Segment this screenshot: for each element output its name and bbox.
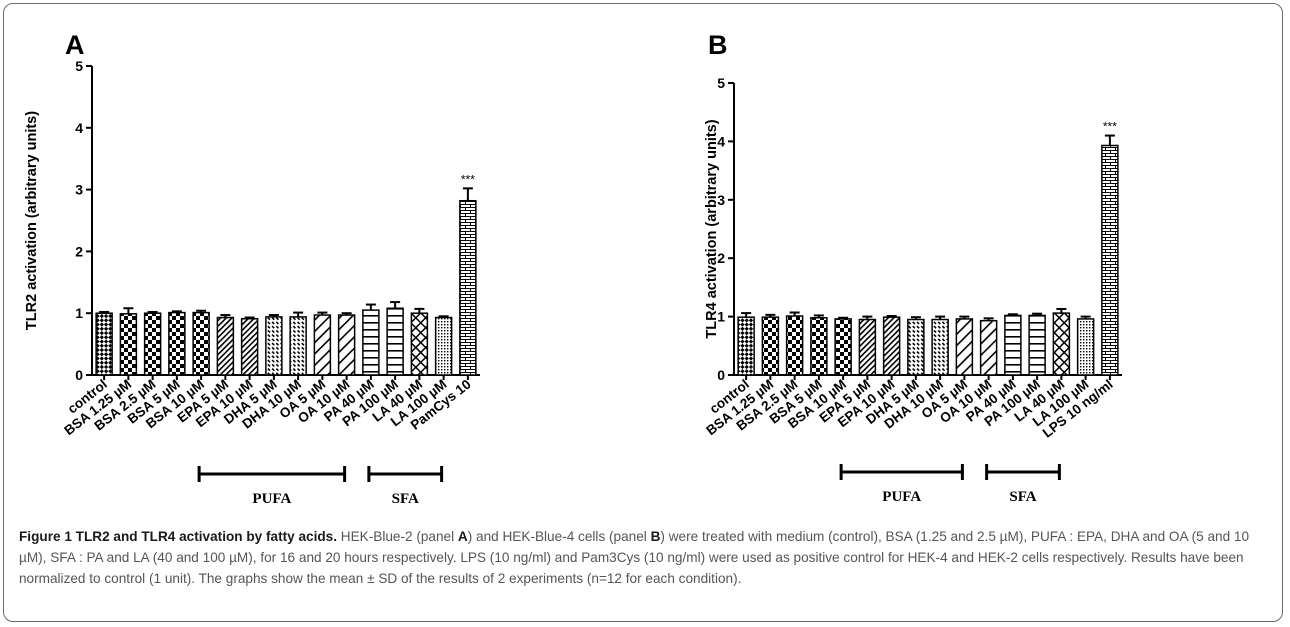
bar bbox=[410, 312, 429, 376]
caption-panel-b: B bbox=[650, 529, 661, 544]
y-tick-label: 1 bbox=[75, 305, 83, 321]
bar bbox=[810, 317, 828, 376]
y-tick-label: 3 bbox=[717, 192, 725, 208]
panel-label: B bbox=[708, 30, 728, 60]
bar bbox=[289, 316, 307, 376]
bar bbox=[979, 319, 998, 376]
bar bbox=[313, 314, 332, 376]
bar bbox=[737, 316, 755, 376]
y-axis-label: TLR2 activation (arbitrary units) bbox=[24, 111, 40, 330]
bar bbox=[761, 316, 780, 376]
bar bbox=[362, 309, 380, 376]
y-tick-label: 4 bbox=[717, 133, 725, 149]
bar bbox=[907, 318, 925, 376]
caption-text-2: ) and HEK-Blue-4 cells (panel bbox=[467, 529, 651, 544]
bar bbox=[955, 318, 974, 376]
bar bbox=[386, 307, 404, 376]
y-tick-label: 3 bbox=[75, 182, 83, 198]
y-tick-label: 2 bbox=[717, 250, 725, 266]
bar bbox=[337, 314, 356, 376]
bar bbox=[931, 318, 949, 376]
y-tick-label: 4 bbox=[75, 120, 83, 136]
caption-text-3: ) were treated with medium (control), BS… bbox=[19, 529, 1250, 586]
bar bbox=[168, 311, 186, 376]
bar bbox=[785, 315, 804, 376]
bar bbox=[119, 313, 138, 376]
significance-marker: *** bbox=[461, 172, 475, 186]
panel-label: A bbox=[65, 30, 85, 60]
bar bbox=[1101, 144, 1119, 376]
bar bbox=[459, 199, 477, 376]
y-tick-label: 5 bbox=[717, 75, 725, 91]
bar bbox=[265, 316, 283, 376]
figure-frame bbox=[3, 3, 1283, 622]
bar bbox=[434, 316, 453, 376]
bar bbox=[1004, 314, 1022, 376]
group-label: PUFA bbox=[252, 491, 291, 507]
figure-caption: Figure 1 TLR2 and TLR4 activation by fat… bbox=[19, 526, 1277, 589]
group-label: PUFA bbox=[882, 489, 921, 505]
y-tick-label: 5 bbox=[75, 58, 83, 74]
caption-title: Figure 1 TLR2 and TLR4 activation by fat… bbox=[19, 529, 338, 544]
group-label: SFA bbox=[1009, 489, 1036, 505]
group-label: SFA bbox=[392, 491, 419, 507]
y-axis-label: TLR4 activation (arbitrary units) bbox=[704, 119, 720, 338]
caption-panel-a: A bbox=[457, 529, 468, 544]
bar bbox=[882, 316, 901, 376]
bar bbox=[858, 318, 877, 376]
caption-text-1: HEK-Blue-2 (panel bbox=[337, 529, 458, 544]
y-tick-label: 2 bbox=[75, 243, 83, 259]
significance-marker: *** bbox=[1103, 120, 1117, 134]
y-tick-label: 1 bbox=[717, 309, 725, 325]
bar bbox=[1052, 312, 1071, 376]
bar bbox=[1028, 314, 1046, 376]
y-tick-label: 0 bbox=[717, 367, 725, 383]
bar bbox=[1076, 318, 1095, 376]
y-tick-label: 0 bbox=[75, 367, 83, 383]
bar bbox=[834, 318, 852, 376]
bar bbox=[240, 318, 259, 376]
bar bbox=[95, 312, 113, 376]
bar bbox=[192, 311, 210, 376]
bar bbox=[143, 312, 162, 376]
bar bbox=[216, 316, 235, 376]
